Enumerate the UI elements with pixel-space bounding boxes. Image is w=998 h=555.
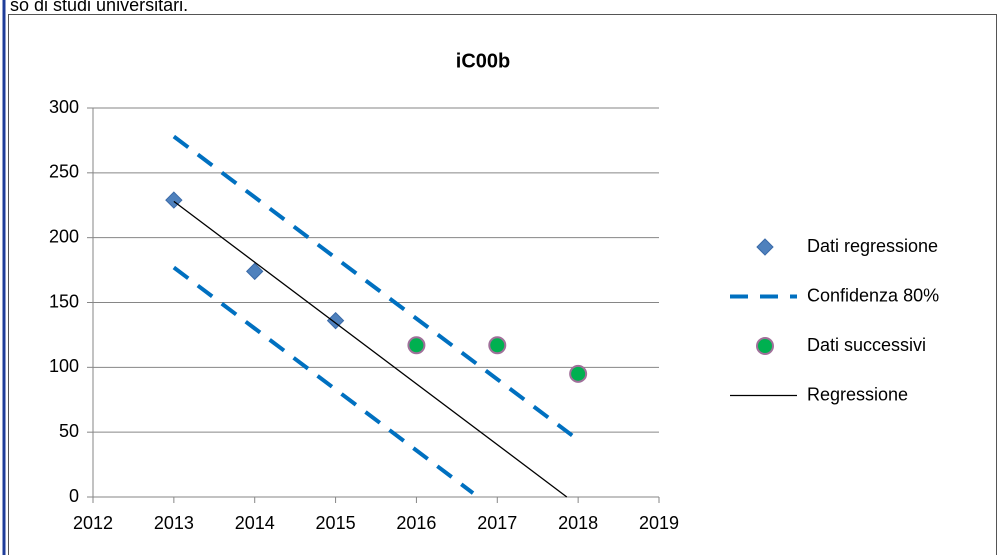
legend-marker <box>756 337 774 355</box>
legend-marker <box>756 238 774 256</box>
diamond-marker <box>326 311 345 330</box>
circle-marker <box>488 336 507 355</box>
chart-frame <box>8 14 997 555</box>
y-tick-label: 100 <box>49 356 79 376</box>
y-tick-label: 200 <box>49 226 79 246</box>
circle-marker <box>569 364 588 383</box>
x-tick-label: 2014 <box>235 513 275 533</box>
x-tick-label: 2013 <box>154 513 194 533</box>
legend-label: Dati regressione <box>807 236 938 256</box>
line-series <box>173 200 568 498</box>
line-series <box>172 265 475 495</box>
legend-label: Regressione <box>807 384 908 404</box>
y-tick-label: 50 <box>59 421 79 441</box>
legend-label: Confidenza 80% <box>807 285 939 305</box>
line-series <box>172 134 580 442</box>
x-tick-label: 2019 <box>639 513 679 533</box>
y-tick-label: 0 <box>69 486 79 506</box>
x-tick-label: 2017 <box>477 513 517 533</box>
legend-label: Dati successivi <box>807 335 926 355</box>
x-tick-label: 2018 <box>558 513 598 533</box>
chart-title: iC00b <box>456 50 510 72</box>
x-tick-label: 2016 <box>396 513 436 533</box>
y-tick-label: 300 <box>49 97 79 117</box>
diamond-marker <box>246 262 264 281</box>
y-tick-label: 250 <box>49 162 79 182</box>
circle-marker <box>407 336 426 355</box>
x-tick-label: 2015 <box>316 513 356 533</box>
x-tick-label: 2012 <box>73 513 113 533</box>
y-tick-label: 150 <box>49 291 79 311</box>
header-text: so di studi universitari. <box>10 0 188 15</box>
